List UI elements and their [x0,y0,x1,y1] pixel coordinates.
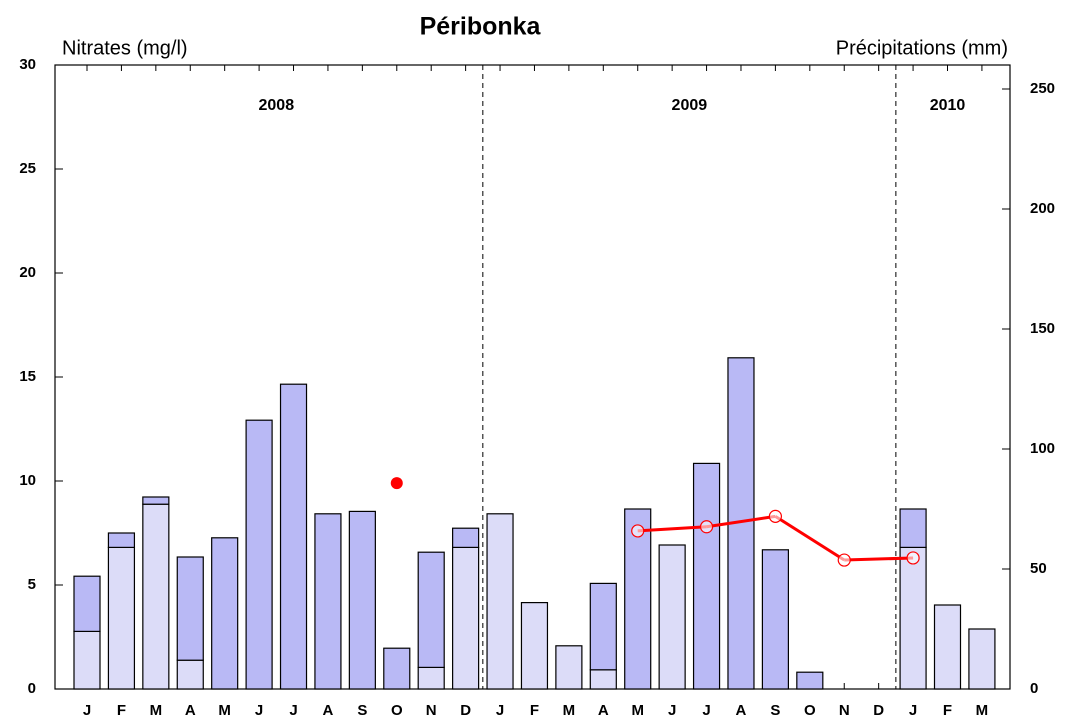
bar-segment [899,508,927,549]
y2-tick-label: 200 [1030,200,1055,217]
x-tick-label: S [770,702,780,719]
x-tick-label: D [460,702,471,719]
y2-tick-label: 50 [1030,560,1047,577]
x-tick-label: A [185,702,196,719]
bar-segment [176,556,204,661]
x-tick-label: S [357,702,367,719]
bar-segment [486,513,514,690]
y2-tick-label: 250 [1030,80,1055,97]
point [837,553,851,567]
x-tick-label: M [563,702,576,719]
y-tick-label: 10 [19,472,36,489]
line-segment [844,556,914,562]
bar-segment [520,601,549,690]
bar-segment [624,508,652,690]
bar-segment [555,645,583,690]
point [768,509,783,523]
y-tick-label: 25 [19,160,36,177]
x-tick-label: M [150,702,163,719]
bar-segment [142,503,170,690]
x-tick-label: J [255,702,263,719]
bar-segment [692,462,721,690]
y-tick-label: 20 [19,264,36,281]
x-tick-label: O [391,702,403,719]
x-tick-label: F [530,702,539,719]
bar-segment [383,647,411,690]
point [631,524,645,538]
x-tick-label: F [117,702,126,719]
x-tick-label: J [83,702,91,719]
x-tick-label: A [736,702,747,719]
y2-axis-label: Précipitations (mm) [836,37,1008,59]
bar-segment [417,551,445,669]
bar-segment [658,544,686,690]
bar-segment [176,659,204,690]
point [390,477,403,490]
y-tick-label: 15 [19,368,36,385]
bar-segment [142,496,170,505]
y-tick-label: 30 [19,56,36,73]
x-tick-label: M [976,702,989,719]
line-segment [774,515,846,562]
x-tick-label: A [598,702,609,719]
y-axis-label: Nitrates (mg/l) [62,37,188,59]
chart-title: Péribonka [420,13,542,41]
bar-segment [933,604,962,690]
y-tick-label: 5 [28,576,36,593]
bar-segment [417,666,445,690]
x-tick-label: M [218,702,231,719]
x-tick-label: N [426,702,437,719]
y-tick-label: 0 [28,680,36,697]
bar-segment [245,419,273,690]
x-tick-label: J [702,702,710,719]
line-segment [637,525,707,533]
x-tick-label: F [943,702,952,719]
y2-tick-label: 150 [1030,320,1055,337]
bar-segment [348,510,376,690]
bar-segment [589,582,617,671]
x-tick-label: J [909,702,917,719]
y2-tick-label: 100 [1030,440,1055,457]
bar-segment [899,546,927,690]
year-label: 2010 [930,97,966,114]
bar-segment [796,671,824,690]
x-tick-label: N [839,702,850,719]
x-tick-label: M [631,702,644,719]
year-label: 2009 [672,97,708,114]
y2-tick-label: 0 [1030,680,1038,697]
x-tick-label: J [496,702,504,719]
bar-segment [968,628,996,690]
bar-segment [211,537,239,690]
x-tick-label: J [289,702,297,719]
bar-segment [279,383,308,690]
x-tick-label: J [668,702,676,719]
bar-segment [73,575,101,633]
bar-segment [452,527,480,549]
bar-segment [314,513,342,690]
point [906,551,920,565]
line-segment [706,514,776,529]
bar-segment [107,546,136,690]
bar-segment [589,669,617,690]
year-label: 2008 [259,97,295,114]
x-tick-label: O [804,702,816,719]
bar-segment [73,630,101,690]
bar-segment [107,532,136,548]
bar-segment [761,549,790,690]
bar-segment [452,546,480,690]
x-tick-label: A [323,702,334,719]
point [699,520,714,534]
x-tick-label: D [873,702,884,719]
